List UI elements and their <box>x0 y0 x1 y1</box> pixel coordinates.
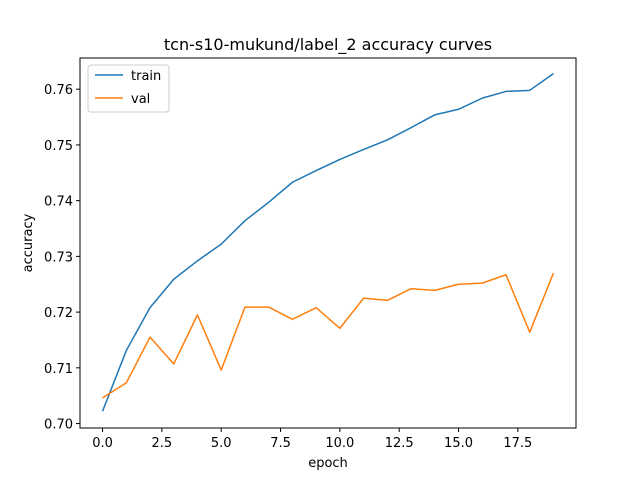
x-tick-label: 0.0 <box>92 436 113 451</box>
legend: train val <box>87 64 170 113</box>
x-tick-label: 5.0 <box>211 436 232 451</box>
y-tick-label: 0.73 <box>44 250 73 265</box>
x-tick-label: 2.5 <box>152 436 173 451</box>
legend-label-val: val <box>131 92 150 107</box>
plot-frame <box>79 57 577 429</box>
y-axis: 0.70 0.71 0.72 0.73 0.74 0.75 0.76 <box>44 83 80 433</box>
x-tick-label: 10.0 <box>325 436 354 451</box>
y-tick-label: 0.71 <box>44 362 73 377</box>
x-tick-label: 12.5 <box>385 436 414 451</box>
x-tick-label: 15.0 <box>444 436 473 451</box>
x-axis: 0.0 2.5 5.0 7.5 10.0 12.5 15.0 17.5 <box>92 428 532 451</box>
y-tick-label: 0.74 <box>44 195 73 210</box>
chart-title: tcn-s10-mukund/label_2 accuracy curves <box>164 35 492 55</box>
y-axis-label: accuracy <box>21 213 36 272</box>
y-tick-label: 0.75 <box>44 139 73 154</box>
series-line-val <box>102 272 555 399</box>
y-tick-label: 0.72 <box>44 306 73 321</box>
legend-label-train: train <box>131 69 161 84</box>
series-layer <box>101 72 555 412</box>
series-line-train <box>101 72 554 412</box>
x-axis-label: epoch <box>308 456 348 471</box>
y-tick-label: 0.70 <box>44 418 73 433</box>
x-tick-label: 17.5 <box>503 436 532 451</box>
x-tick-label: 7.5 <box>270 436 291 451</box>
legend-box <box>87 64 170 113</box>
y-tick-label: 0.76 <box>44 83 73 98</box>
